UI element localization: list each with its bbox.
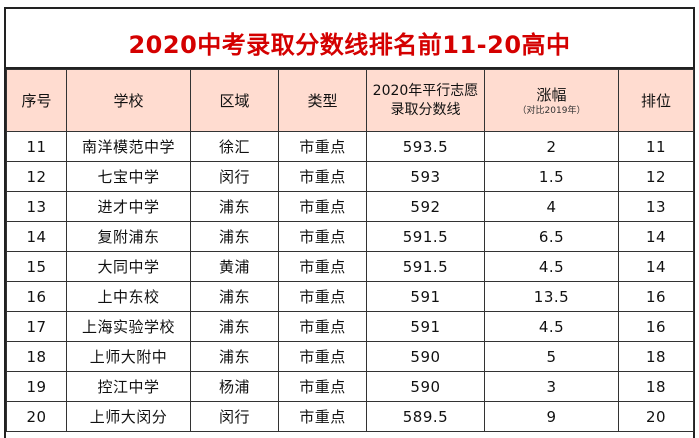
- table-row: 17 上海实验学校 浦东 市重点 591 4.5 16: [6, 311, 694, 342]
- cell-district: 徐汇: [190, 131, 279, 162]
- cell-rise: 9: [484, 401, 619, 432]
- cell-school: 上师大闵分: [66, 401, 191, 432]
- cell-score: 590: [366, 371, 485, 402]
- title-row: 2020中考录取分数线排名前11-20高中: [6, 9, 693, 69]
- header-district: 区域: [190, 69, 279, 132]
- table-row: 16 上中东校 浦东 市重点 591 13.5 16: [6, 281, 694, 312]
- page-title: 2020中考录取分数线排名前11-20高中: [128, 30, 571, 59]
- cell-rise: 13.5: [484, 281, 619, 312]
- cell-school: 复附浦东: [66, 221, 191, 252]
- table-row: 18 上师大附中 浦东 市重点 590 5 18: [6, 341, 694, 372]
- cell-seq: 12: [6, 161, 67, 192]
- cell-school: 上中东校: [66, 281, 191, 312]
- table-body: 11 南洋模范中学 徐汇 市重点 593.5 2 11 12 七宝中学 闵行 市重点 593 1.5 12…: [6, 131, 694, 432]
- score-sheet: 2020中考录取分数线排名前11-20高中 序号 学校 区域 类型 2020年平…: [4, 7, 695, 438]
- cell-type: 市重点: [278, 341, 367, 372]
- cell-type: 市重点: [278, 371, 367, 402]
- header-row: 序号 学校 区域 类型 2020年平行志愿录取分数线 涨幅 （对比2019年） …: [6, 69, 694, 132]
- header-school: 学校: [66, 69, 191, 132]
- cell-rise: 4: [484, 191, 619, 222]
- cell-school: 上海实验学校: [66, 311, 191, 342]
- header-rise: 涨幅: [536, 85, 567, 104]
- cell-seq: 17: [6, 311, 67, 342]
- cell-score: 590: [366, 341, 485, 372]
- cell-type: 市重点: [278, 221, 367, 252]
- cell-score: 593: [366, 161, 485, 192]
- cell-district: 浦东: [190, 191, 279, 222]
- cell-type: 市重点: [278, 191, 367, 222]
- cell-district: 浦东: [190, 221, 279, 252]
- cell-rise: 4.5: [484, 251, 619, 282]
- cell-type: 市重点: [278, 131, 367, 162]
- cell-district: 浦东: [190, 311, 279, 342]
- cell-score: 593.5: [366, 131, 485, 162]
- header-rise-cell: 涨幅 （对比2019年）: [484, 69, 619, 132]
- cell-type: 市重点: [278, 311, 367, 342]
- cell-type: 市重点: [278, 281, 367, 312]
- cell-seq: 20: [6, 401, 67, 432]
- table-row: 12 七宝中学 闵行 市重点 593 1.5 12: [6, 161, 694, 192]
- cell-rank: 16: [618, 311, 694, 342]
- header-score: 2020年平行志愿录取分数线: [366, 69, 485, 132]
- cell-rank: 16: [618, 281, 694, 312]
- table-row: 11 南洋模范中学 徐汇 市重点 593.5 2 11: [6, 131, 694, 162]
- cell-rank: 20: [618, 401, 694, 432]
- table-row: 14 复附浦东 浦东 市重点 591.5 6.5 14: [6, 221, 694, 252]
- cell-score: 589.5: [366, 401, 485, 432]
- cell-score: 591.5: [366, 221, 485, 252]
- table-row: 15 大同中学 黄浦 市重点 591.5 4.5 14: [6, 251, 694, 282]
- cell-school: 控江中学: [66, 371, 191, 402]
- cell-type: 市重点: [278, 161, 367, 192]
- cell-seq: 11: [6, 131, 67, 162]
- cell-rank: 11: [618, 131, 694, 162]
- cell-rank: 14: [618, 251, 694, 282]
- cell-seq: 16: [6, 281, 67, 312]
- cell-seq: 14: [6, 221, 67, 252]
- table-row: 19 控江中学 杨浦 市重点 590 3 18: [6, 371, 694, 402]
- cell-school: 大同中学: [66, 251, 191, 282]
- cell-rank: 13: [618, 191, 694, 222]
- cell-district: 闵行: [190, 401, 279, 432]
- cell-seq: 18: [6, 341, 67, 372]
- top-strip: [0, 0, 699, 8]
- table-row: 20 上师大闵分 闵行 市重点 589.5 9 20: [6, 401, 694, 432]
- header-rank: 排位: [618, 69, 694, 132]
- cell-score: 591: [366, 281, 485, 312]
- cell-rise: 4.5: [484, 311, 619, 342]
- cell-rise: 1.5: [484, 161, 619, 192]
- cell-rank: 12: [618, 161, 694, 192]
- cell-rise: 6.5: [484, 221, 619, 252]
- table-row: 13 进才中学 浦东 市重点 592 4 13: [6, 191, 694, 222]
- cell-seq: 19: [6, 371, 67, 402]
- cell-school: 进才中学: [66, 191, 191, 222]
- cell-school: 南洋模范中学: [66, 131, 191, 162]
- cell-rise: 2: [484, 131, 619, 162]
- cell-district: 杨浦: [190, 371, 279, 402]
- cell-rank: 14: [618, 221, 694, 252]
- cell-district: 浦东: [190, 281, 279, 312]
- cell-district: 黄浦: [190, 251, 279, 282]
- cell-school: 上师大附中: [66, 341, 191, 372]
- cell-district: 闵行: [190, 161, 279, 192]
- cell-seq: 13: [6, 191, 67, 222]
- cell-score: 592: [366, 191, 485, 222]
- header-seq: 序号: [6, 69, 67, 132]
- cell-rank: 18: [618, 341, 694, 372]
- score-table: 序号 学校 区域 类型 2020年平行志愿录取分数线 涨幅 （对比2019年） …: [6, 69, 694, 432]
- header-type: 类型: [278, 69, 367, 132]
- cell-seq: 15: [6, 251, 67, 282]
- cell-rise: 5: [484, 341, 619, 372]
- cell-score: 591: [366, 311, 485, 342]
- cell-school: 七宝中学: [66, 161, 191, 192]
- cell-district: 浦东: [190, 341, 279, 372]
- cell-rise: 3: [484, 371, 619, 402]
- cell-type: 市重点: [278, 251, 367, 282]
- cell-type: 市重点: [278, 401, 367, 432]
- cell-rank: 18: [618, 371, 694, 402]
- cell-score: 591.5: [366, 251, 485, 282]
- header-rise-note: （对比2019年）: [517, 105, 586, 116]
